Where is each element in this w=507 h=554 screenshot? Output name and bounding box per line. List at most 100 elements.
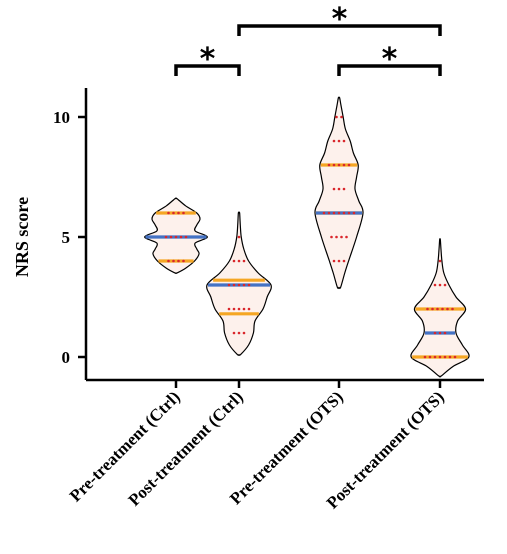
data-point <box>342 163 346 167</box>
data-point <box>332 187 336 191</box>
data-point <box>179 235 183 239</box>
data-point <box>167 259 170 263</box>
data-point <box>428 355 432 359</box>
y-tick-label: 5 <box>62 228 71 247</box>
data-point <box>431 307 434 311</box>
data-point <box>441 307 444 311</box>
data-point <box>172 211 175 215</box>
data-point <box>337 139 341 143</box>
significance-bracket: * <box>174 42 241 77</box>
data-point <box>327 211 331 215</box>
data-point <box>332 163 336 167</box>
data-point <box>330 235 333 239</box>
data-point <box>227 283 231 287</box>
y-axis-title: NRS score <box>12 197 32 277</box>
data-point <box>340 235 343 239</box>
data-point <box>451 307 454 311</box>
data-point <box>232 331 236 335</box>
data-point <box>332 259 336 263</box>
data-point <box>232 259 236 263</box>
data-point <box>182 259 185 263</box>
data-point <box>342 187 346 191</box>
significance-bracket: * <box>337 42 442 77</box>
violin-body <box>314 96 364 290</box>
data-point <box>438 331 442 335</box>
data-point <box>247 283 251 287</box>
data-point <box>172 259 175 263</box>
bracket-line <box>174 64 241 76</box>
data-point <box>433 331 437 335</box>
data-point <box>342 259 346 263</box>
data-point <box>438 283 442 287</box>
data-point <box>182 211 185 215</box>
data-point <box>347 211 351 215</box>
data-point <box>433 355 437 359</box>
data-point <box>342 139 346 143</box>
axes <box>84 88 484 382</box>
data-point <box>227 307 231 311</box>
data-point <box>184 235 188 239</box>
y-tick-label: 10 <box>53 108 70 127</box>
data-point <box>242 259 246 263</box>
violin-4 <box>410 238 470 378</box>
y-ticks: 0 5 10 <box>53 108 86 367</box>
data-point <box>337 187 341 191</box>
data-point <box>177 211 180 215</box>
data-point <box>446 307 449 311</box>
data-point <box>423 355 427 359</box>
significance-star: * <box>382 42 398 77</box>
data-point <box>177 259 180 263</box>
data-point <box>332 211 336 215</box>
data-point <box>438 355 442 359</box>
data-point <box>347 163 351 167</box>
data-point <box>174 235 178 239</box>
data-point <box>242 307 246 311</box>
data-point <box>443 331 447 335</box>
y-tick-label: 0 <box>62 348 71 367</box>
data-point <box>337 163 341 167</box>
data-point <box>337 259 341 263</box>
significance-bracket: * <box>237 2 442 37</box>
data-point <box>345 235 348 239</box>
data-point <box>332 139 336 143</box>
data-point <box>443 355 447 359</box>
data-point <box>433 283 437 287</box>
data-point <box>337 211 341 215</box>
data-point <box>164 235 168 239</box>
data-point <box>242 283 246 287</box>
plot-area <box>144 96 470 378</box>
bracket-line <box>337 64 442 76</box>
data-point <box>237 259 241 263</box>
x-category-label: Post-treatment (OTS) <box>323 387 448 512</box>
data-point <box>443 283 447 287</box>
data-point <box>237 331 241 335</box>
violin-3 <box>314 96 364 290</box>
significance-brackets: * * * <box>174 2 442 77</box>
data-point <box>335 115 338 119</box>
data-point <box>167 211 170 215</box>
data-point <box>327 163 331 167</box>
data-point <box>322 211 326 215</box>
significance-star: * <box>332 2 348 37</box>
x-category-label: Pre-treatment (Ctrl) <box>66 387 184 505</box>
data-point <box>342 211 346 215</box>
significance-star: * <box>200 42 216 77</box>
data-point <box>352 211 356 215</box>
data-point <box>237 235 241 239</box>
data-point <box>169 235 173 239</box>
data-point <box>426 307 429 311</box>
violin-2 <box>206 211 272 356</box>
data-point <box>237 307 241 311</box>
data-point <box>438 259 442 263</box>
data-point <box>247 307 251 311</box>
data-point <box>232 307 236 311</box>
bracket-line <box>237 24 442 36</box>
data-point <box>232 283 236 287</box>
data-point <box>448 355 452 359</box>
data-point <box>436 307 439 311</box>
data-point <box>242 331 246 335</box>
data-point <box>340 115 343 119</box>
x-category-labels: Pre-treatment (Ctrl)Post-treatment (Ctrl… <box>66 380 448 512</box>
data-point <box>237 283 241 287</box>
